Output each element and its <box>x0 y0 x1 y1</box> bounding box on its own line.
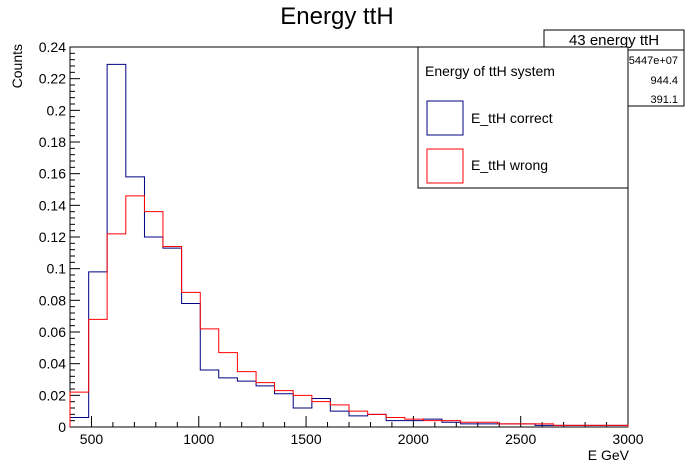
y-tick-label: 0.02 <box>39 387 66 403</box>
histogram-series <box>69 63 629 427</box>
y-tick-label: 0.08 <box>39 292 66 308</box>
legend-swatch-wrong <box>426 148 464 184</box>
y-tick-label: 0.2 <box>47 102 67 118</box>
chart-title: Energy ttH <box>280 3 393 30</box>
y-tick-label: 0.1 <box>47 261 67 277</box>
y-tick-label: 0.12 <box>39 229 66 245</box>
x-tick-label: 1000 <box>183 431 214 447</box>
x-tick-label: 1500 <box>290 431 321 447</box>
stats-box-title: 43 energy ttH <box>569 32 659 49</box>
x-axis: 500 1000 1500 2000 2500 3000 <box>69 416 644 447</box>
y-axis-label: Counts <box>9 44 25 88</box>
x-tick-label: 500 <box>80 431 104 447</box>
x-tick-label: 3000 <box>612 431 643 447</box>
y-tick-label: 0.06 <box>39 324 66 340</box>
y-tick-label: 0.24 <box>39 39 66 55</box>
x-tick-label: 2000 <box>398 431 429 447</box>
legend-label-wrong: E_ttH wrong <box>471 157 548 173</box>
y-axis: 0 0.02 0.04 0.06 0.08 0.1 0.12 0.14 0.16 0.18 0.2 0… <box>39 39 80 435</box>
x-tick-label: 2500 <box>505 431 536 447</box>
histogram-line-wrong <box>69 195 629 427</box>
y-tick-label: 0 <box>58 419 66 435</box>
legend-frame <box>417 46 629 189</box>
y-tick-label: 0.14 <box>39 197 66 213</box>
stats-box-value-1: 5447e+07 <box>629 55 678 67</box>
legend-swatch-correct <box>426 100 464 136</box>
stats-box-value-2: 944.4 <box>650 75 678 87</box>
legend-label-correct: E_ttH correct <box>471 110 553 126</box>
stats-box-value-3: 391.1 <box>650 94 678 106</box>
y-tick-label: 0.16 <box>39 166 66 182</box>
legend-title: Energy of ttH system <box>425 63 555 79</box>
legend: Energy of ttH system E_ttH correct E_ttH… <box>417 46 629 189</box>
x-axis-label: E GeV <box>588 447 630 463</box>
y-tick-label: 0.04 <box>39 356 66 372</box>
y-tick-label: 0.22 <box>39 71 66 87</box>
y-tick-label: 0.18 <box>39 134 66 150</box>
